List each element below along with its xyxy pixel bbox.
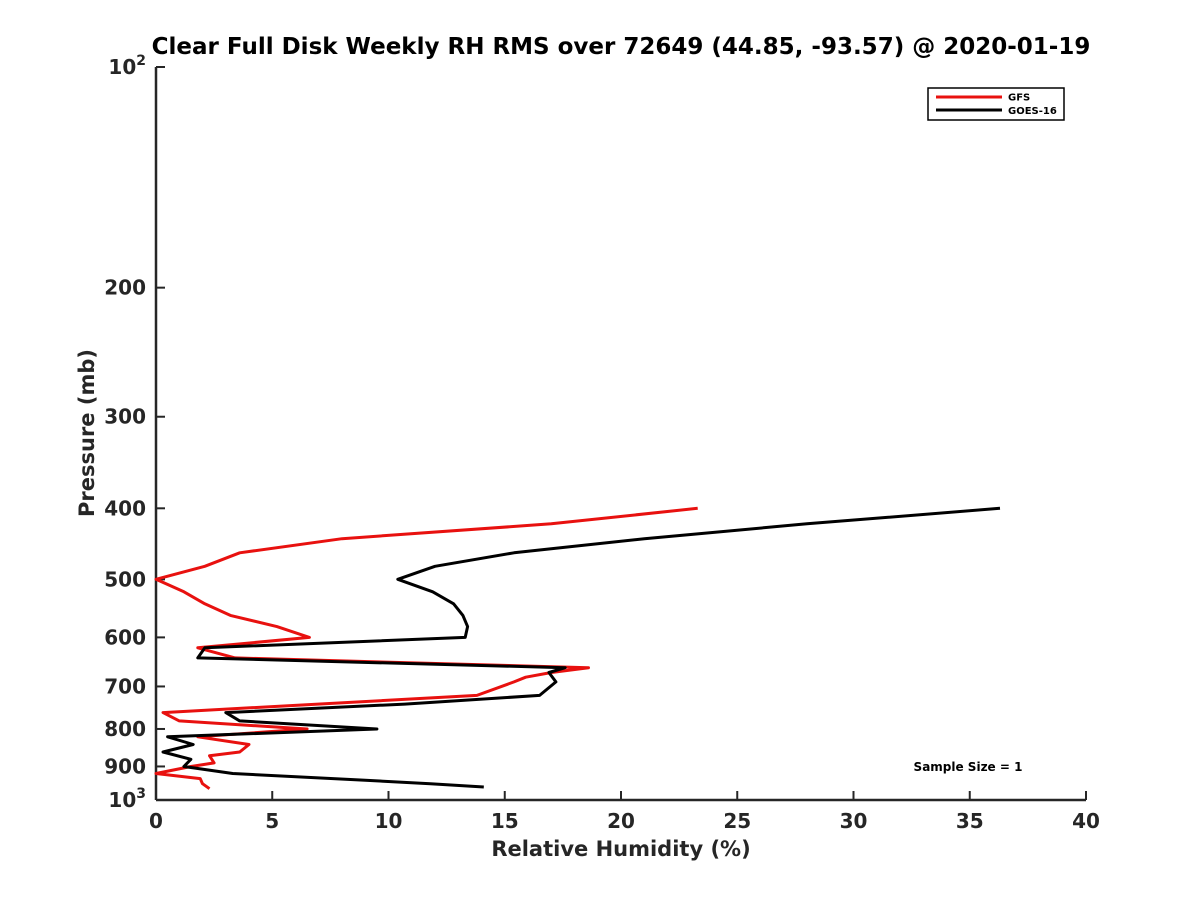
chart-title: Clear Full Disk Weekly RH RMS over 72649…	[152, 34, 1091, 60]
y-tick-label: 500	[104, 567, 146, 591]
legend-box	[927, 87, 1065, 121]
x-tick-label: 0	[149, 809, 163, 833]
x-axis-label: Relative Humidity (%)	[491, 837, 750, 861]
legend-label-goes-16: GOES-16	[1008, 106, 1057, 117]
series-line-gfs	[154, 506, 698, 790]
x-tick-label: 5	[265, 809, 279, 833]
series-layer	[154, 506, 1001, 790]
legend: GFS GOES-16	[927, 87, 1065, 121]
y-tick-label: 400	[104, 496, 146, 520]
y-axis-label: Pressure (mb)	[75, 349, 99, 517]
y-tick-label: 102	[108, 53, 146, 79]
plot-area: 0 5 10 15 20 25 30 35 40 102 200 300 400 500 600 700 80…	[104, 53, 1100, 833]
x-ticks: 0 5 10 15 20 25 30 35 40	[149, 791, 1100, 833]
x-tick-label: 15	[491, 809, 519, 833]
y-tick-label: 103	[108, 786, 146, 812]
y-tick-label: 600	[104, 625, 146, 649]
x-tick-label: 30	[840, 809, 868, 833]
sample-size-annotation: Sample Size = 1	[914, 760, 1023, 774]
y-tick-label: 200	[104, 276, 146, 300]
x-tick-label: 25	[723, 809, 751, 833]
y-tick-label: 300	[104, 405, 146, 429]
y-ticks: 102 200 300 400 500 600 700 800 900 103	[104, 53, 165, 812]
y-tick-label: 800	[104, 717, 146, 741]
x-tick-label: 40	[1072, 809, 1100, 833]
x-tick-label: 20	[607, 809, 635, 833]
series-line-goes-16	[161, 506, 1001, 789]
y-tick-label: 900	[104, 754, 146, 778]
x-tick-label: 10	[375, 809, 403, 833]
legend-label-gfs: GFS	[1008, 93, 1030, 104]
y-tick-label: 700	[104, 674, 146, 698]
x-tick-label: 35	[956, 809, 984, 833]
